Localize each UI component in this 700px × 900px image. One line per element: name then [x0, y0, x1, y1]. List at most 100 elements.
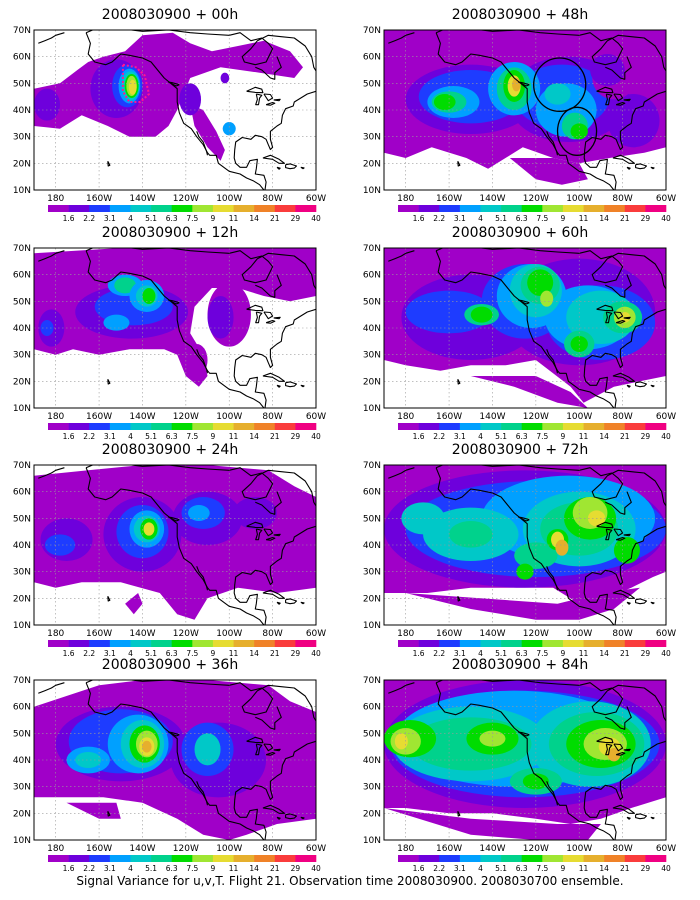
lon-tick-label: 120W — [523, 844, 549, 854]
lat-tick-label: 70N — [13, 244, 31, 254]
coastline — [650, 816, 655, 820]
colorbar-level-label: 4 — [478, 214, 483, 223]
coastline — [255, 491, 282, 515]
lon-tick-label: 80W — [262, 412, 282, 422]
map-svg: 10N 20N 30N 40N 50N 60N 70N 180 160W 140W 120W 100W… — [13, 461, 326, 658]
lon-tick-label: 120W — [173, 194, 199, 204]
colorbar-swatch — [171, 423, 193, 430]
coastline — [196, 781, 209, 806]
lat-tick-label: 20N — [363, 159, 381, 169]
lon-tick-label: 60W — [306, 629, 326, 639]
coastline — [626, 166, 631, 170]
lat-tick-label: 10N — [13, 186, 31, 196]
colorbar-swatch — [109, 423, 131, 430]
colorbar-level-label: 3.1 — [454, 649, 466, 658]
colorbar-level-label: 29 — [291, 214, 301, 223]
coastline — [635, 598, 648, 605]
colorbar-level-label: 2.2 — [83, 649, 95, 658]
coastline — [435, 465, 580, 471]
lat-tick-label: 50N — [13, 79, 31, 89]
lat-axis: 10N 20N 30N 40N 50N 60N 70N — [363, 676, 381, 846]
variance-blob — [179, 83, 202, 116]
coastline — [435, 32, 615, 190]
variance-blob — [527, 269, 554, 296]
lat-tick-label: 10N — [363, 404, 381, 414]
colorbar-swatch — [398, 205, 419, 212]
coastline — [273, 748, 281, 752]
coastline — [255, 56, 282, 80]
lat-tick-label: 70N — [363, 244, 381, 254]
lat-axis: 10N 20N 30N 40N 50N 60N 70N — [13, 26, 31, 196]
coastline — [613, 743, 624, 752]
coastline — [85, 465, 230, 471]
colorbar-swatch — [254, 640, 276, 647]
coastline — [273, 316, 281, 320]
coastline — [457, 160, 461, 167]
lat-tick-label: 20N — [363, 594, 381, 604]
lon-tick-label: 100W — [216, 412, 242, 422]
variance-blob — [220, 72, 230, 84]
lat-tick-label: 40N — [13, 541, 31, 551]
lat-tick-label: 10N — [13, 621, 31, 631]
coastline — [262, 589, 286, 599]
coastline — [107, 810, 111, 817]
lon-tick-label: 140W — [479, 629, 505, 639]
coastline — [300, 384, 305, 388]
lat-axis: 10N 20N 30N 40N 50N 60N 70N — [13, 244, 31, 414]
lon-tick-label: 60W — [656, 194, 676, 204]
coastline — [579, 682, 666, 722]
lon-tick-label: 120W — [523, 629, 549, 639]
map-svg: 10N 20N 30N 40N 50N 60N 70N 180 160W 140W 120W 100W… — [363, 461, 676, 658]
colorbar-swatch — [645, 205, 667, 212]
map-grid — [384, 680, 666, 840]
colorbar-level-label: 40 — [311, 432, 321, 441]
coastline — [233, 525, 316, 625]
colorbar-level-label: 29 — [641, 214, 651, 223]
coastlines — [388, 30, 666, 190]
colorbar-level-label: 7.5 — [186, 649, 198, 658]
coastline — [626, 816, 631, 820]
colorbar-swatch — [212, 423, 234, 430]
coastline — [255, 274, 282, 298]
coastline — [605, 528, 613, 541]
coastline — [388, 682, 415, 694]
lon-axis: 180 160W 140W 120W 100W 80W 60W — [397, 412, 676, 422]
coastline — [255, 93, 263, 106]
colorbar-level-label: 11 — [579, 432, 589, 441]
coastline — [273, 533, 281, 537]
lon-tick-label: 160W — [436, 194, 462, 204]
map-plot-area — [384, 680, 666, 840]
lat-tick-label: 60N — [363, 271, 381, 281]
map-frame — [33, 679, 317, 841]
variance-blob — [401, 502, 445, 535]
variance-blob — [222, 122, 236, 136]
colorbar-level-label: 11 — [579, 214, 589, 223]
coastline — [85, 248, 230, 254]
colorbar-swatch — [624, 855, 646, 862]
colorbar-level-label: 4 — [478, 432, 483, 441]
coastline — [265, 536, 276, 541]
colorbar-level-label: 5.1 — [145, 214, 157, 223]
map-svg: 10N 20N 30N 40N 50N 60N 70N 180 160W 140W 120W 100W… — [13, 244, 326, 441]
lon-tick-label: 60W — [656, 629, 676, 639]
variance-blob — [44, 534, 76, 556]
colorbar-level-label: 5.1 — [495, 214, 507, 223]
map-svg: 10N 20N 30N 40N 50N 60N 70N 180 160W 140W 120W 100W… — [363, 244, 676, 441]
colorbar-swatch — [192, 423, 214, 430]
lon-tick-label: 140W — [129, 629, 155, 639]
colorbar-swatch — [68, 205, 90, 212]
colorbar-swatch — [583, 640, 605, 647]
colorbar-level-label: 29 — [641, 649, 651, 658]
colorbar-level-label: 1.6 — [63, 649, 75, 658]
coastline — [517, 516, 530, 522]
lat-tick-label: 40N — [13, 106, 31, 116]
colorbar-swatch — [48, 205, 69, 212]
colorbar-level-label: 21 — [620, 864, 630, 873]
colorbar-swatch — [645, 423, 667, 430]
colorbar-level-label: 1.6 — [413, 864, 425, 873]
coastline — [650, 166, 655, 170]
colorbar-level-label: 29 — [641, 432, 651, 441]
colorbar-level-label: 40 — [661, 864, 671, 873]
colorbar-swatch — [521, 423, 543, 430]
coastline — [276, 816, 281, 820]
